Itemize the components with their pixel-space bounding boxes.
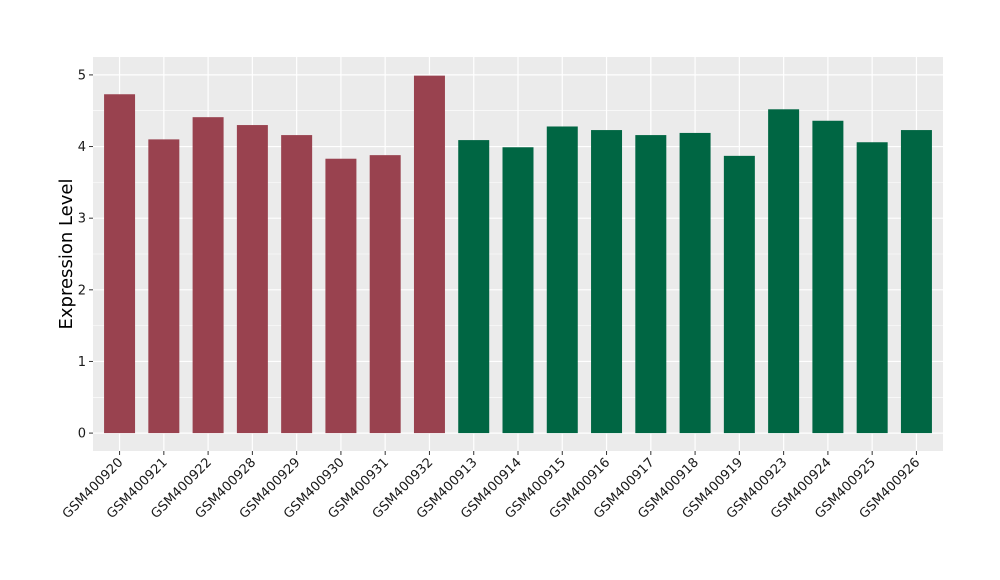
bar-GSM400932 — [413, 75, 445, 434]
y-axis: 0 1 2 3 4 5 — [78, 68, 93, 442]
y-tick-label: 4 — [78, 140, 86, 155]
y-tick-label: 0 — [78, 427, 86, 442]
bar-GSM400924 — [812, 120, 844, 434]
bar-GSM400923 — [768, 109, 800, 434]
y-tick-label: 2 — [78, 283, 86, 298]
bar-GSM400920 — [104, 94, 136, 434]
y-tick-label: 1 — [78, 355, 86, 370]
x-axis: GSM400920GSM400921GSM400922GSM400928GSM4… — [60, 451, 923, 522]
bar-GSM400925 — [856, 142, 888, 434]
bars — [104, 75, 932, 434]
y-axis-title: Expression Level — [56, 179, 77, 330]
y-tick-label: 3 — [78, 212, 86, 227]
bar-GSM400928 — [236, 125, 268, 434]
bar-GSM400918 — [679, 132, 711, 434]
bar-GSM400930 — [325, 158, 357, 434]
bar-GSM400919 — [723, 155, 755, 434]
bar-GSM400929 — [281, 135, 313, 434]
bar-GSM400921 — [148, 139, 180, 434]
bar-GSM400915 — [546, 126, 578, 434]
bar-GSM400917 — [635, 135, 667, 434]
bar-GSM400914 — [502, 147, 534, 434]
bar-GSM400931 — [369, 155, 401, 434]
bar-GSM400916 — [591, 130, 623, 434]
bar-GSM400913 — [458, 140, 490, 434]
bar-GSM400926 — [900, 130, 932, 434]
bar-GSM400922 — [192, 117, 224, 434]
y-tick-label: 5 — [78, 68, 86, 83]
